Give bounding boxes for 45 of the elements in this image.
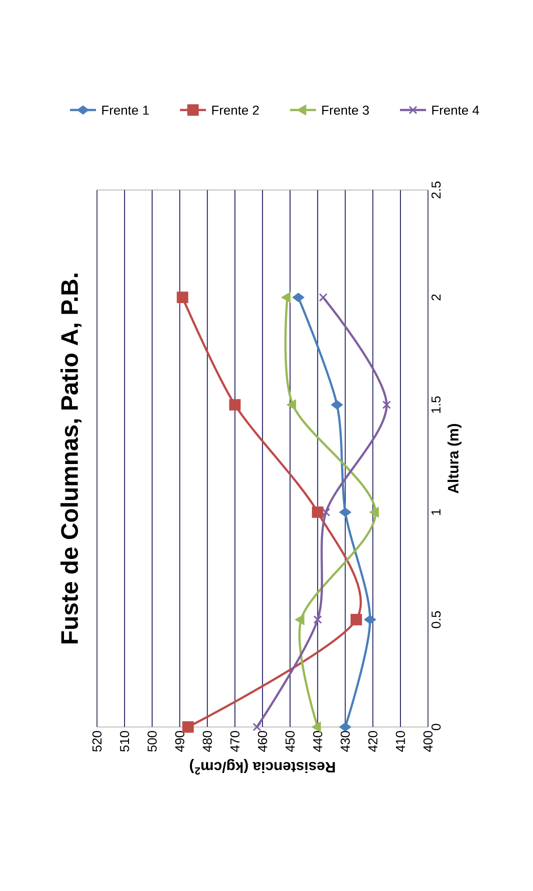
x-tick-label: 510	[120, 731, 130, 752]
legend-label: Frente 2	[212, 106, 259, 115]
point	[287, 400, 296, 410]
x-tick-label: 450	[285, 731, 295, 752]
point	[292, 292, 304, 302]
point	[364, 615, 376, 624]
x-tick-label: 480	[202, 731, 212, 752]
point	[382, 400, 391, 410]
point	[370, 507, 379, 518]
point	[318, 293, 328, 302]
legend-label: Frente 3	[322, 106, 369, 115]
point	[229, 399, 241, 411]
point	[340, 508, 351, 517]
y-tick-label: 2.5	[432, 182, 441, 198]
y-axis-title: Altura (m)	[448, 424, 462, 494]
y-tick-label: 0	[432, 724, 441, 730]
point	[350, 614, 362, 626]
y-tick-label: 1.5	[432, 396, 441, 413]
point	[176, 292, 188, 304]
point	[313, 615, 322, 624]
x-tick-label: 500	[148, 731, 157, 752]
x-axis-title: Resistencia (kg/cm$^{2}$)	[190, 758, 335, 775]
point	[252, 722, 262, 732]
x-tick-label: 420	[368, 731, 378, 752]
point	[322, 508, 330, 516]
x-tick-label: 460	[258, 731, 268, 752]
y-tick-label: 1	[432, 509, 440, 515]
point	[182, 721, 194, 733]
x-tick-label: 410	[396, 731, 405, 752]
x-tick-label: 400	[423, 731, 433, 752]
text: Fuste de Columnas, Patio A, P.B.	[60, 274, 82, 644]
point	[340, 722, 351, 732]
point	[295, 614, 304, 625]
x-tick-label: 490	[175, 731, 184, 752]
x-tick-label: 470	[230, 731, 240, 752]
x-tick-label: 430	[340, 731, 350, 752]
point	[312, 506, 324, 518]
point	[282, 292, 291, 302]
x-tick-label: 520	[92, 731, 102, 752]
y-tick-label: 0.5	[432, 611, 441, 628]
legend-label: Frente 4	[432, 106, 480, 115]
point	[331, 400, 343, 410]
legend-label: Frente 1	[102, 106, 149, 115]
x-tick-label: 440	[313, 731, 322, 752]
y-tick-label: 2	[432, 294, 441, 300]
